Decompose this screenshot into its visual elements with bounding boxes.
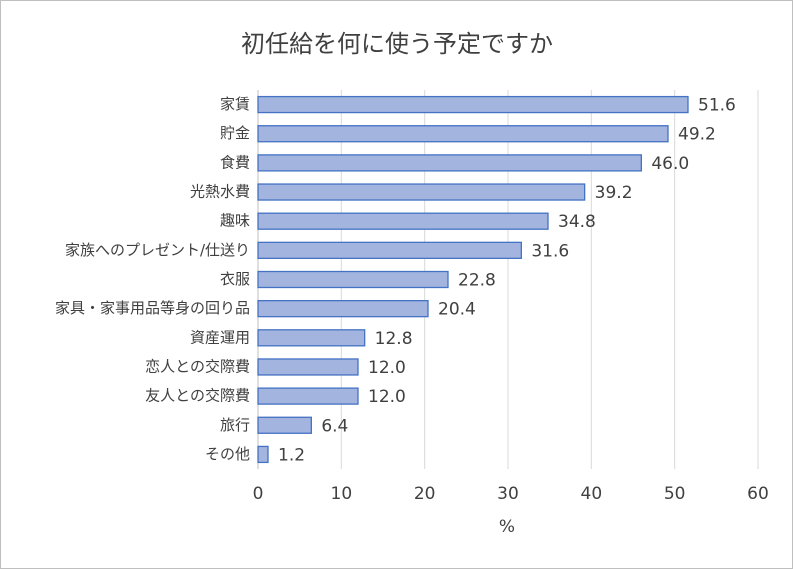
y-tick-label: 家族へのプレゼント/仕送り bbox=[65, 241, 250, 259]
bar bbox=[257, 212, 549, 230]
x-tick-label: 40 bbox=[581, 484, 603, 504]
value-label: 12.0 bbox=[368, 387, 406, 407]
value-label: 49.2 bbox=[678, 125, 716, 145]
value-label: 34.8 bbox=[558, 212, 596, 232]
x-tick-label: 30 bbox=[497, 484, 519, 504]
value-label: 12.0 bbox=[368, 358, 406, 378]
y-tick-label: 貯金 bbox=[220, 124, 250, 142]
x-tick-label: 20 bbox=[414, 484, 436, 504]
x-tick-label: 10 bbox=[331, 484, 353, 504]
bar bbox=[257, 270, 449, 289]
x-tick-label: 60 bbox=[747, 484, 769, 504]
y-tick-label: 家具・家事用品等身の回り品 bbox=[55, 299, 250, 317]
x-tick-label: 0 bbox=[253, 484, 264, 504]
bar bbox=[257, 241, 522, 259]
value-label: 20.4 bbox=[438, 300, 476, 320]
bar bbox=[257, 387, 359, 405]
y-tick-label: 旅行 bbox=[220, 416, 250, 434]
y-tick-label: 光熱水費 bbox=[190, 183, 250, 201]
chart-title: 初任給を何に使う予定ですか bbox=[241, 30, 553, 58]
value-label: 31.6 bbox=[531, 241, 569, 261]
y-tick-label: 家賃 bbox=[220, 95, 250, 113]
y-tick-label: 資産運用 bbox=[190, 328, 250, 346]
y-tick-label: 趣味 bbox=[220, 212, 250, 230]
y-tick-label: 食費 bbox=[220, 153, 250, 171]
bar bbox=[257, 154, 642, 172]
bar bbox=[257, 329, 366, 347]
value-label: 51.6 bbox=[698, 96, 736, 116]
bar bbox=[257, 300, 429, 318]
bar bbox=[257, 125, 669, 143]
y-tick-label: 衣服 bbox=[220, 270, 250, 288]
value-label: 22.8 bbox=[458, 271, 496, 291]
value-label: 46.0 bbox=[651, 154, 689, 174]
x-axis-label: % bbox=[499, 517, 515, 537]
x-tick-label: 50 bbox=[664, 484, 686, 504]
value-label: 12.8 bbox=[375, 329, 413, 349]
y-tick-label: その他 bbox=[205, 445, 250, 463]
bar bbox=[257, 416, 312, 434]
y-tick-label: 恋人との交際費 bbox=[145, 357, 250, 375]
value-label: 1.2 bbox=[278, 445, 305, 465]
bar bbox=[257, 445, 269, 464]
value-label: 6.4 bbox=[321, 416, 348, 436]
bar bbox=[257, 183, 586, 201]
bar bbox=[257, 95, 689, 114]
value-label: 39.2 bbox=[595, 183, 633, 203]
bar bbox=[257, 358, 359, 376]
y-tick-label: 友人との交際費 bbox=[145, 387, 250, 405]
